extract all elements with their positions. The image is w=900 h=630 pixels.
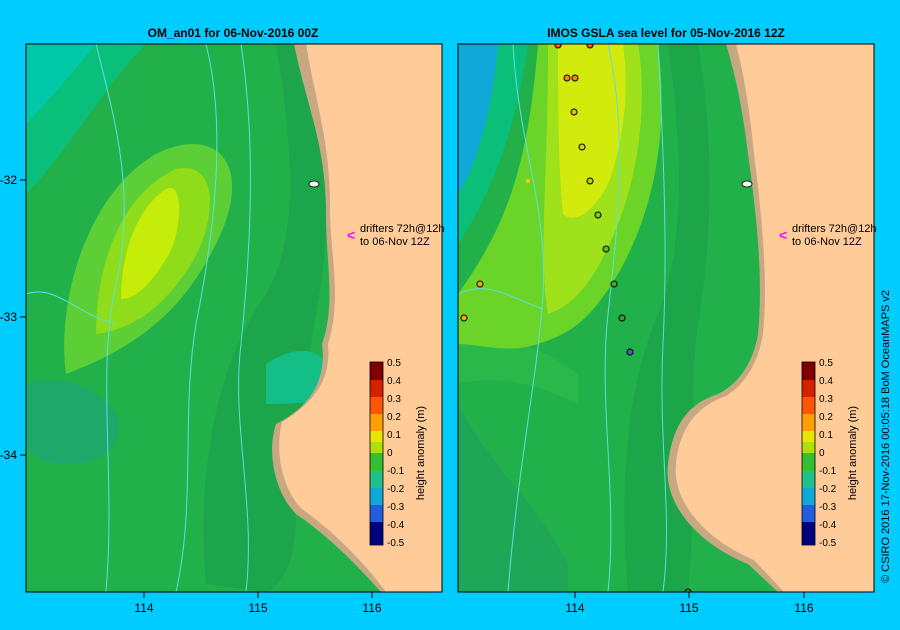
- colorbar-tick: 0.3: [819, 394, 833, 405]
- drifter-note-line1: drifters 72h@12h: [360, 223, 445, 235]
- colorbar-tick: 0: [819, 448, 825, 459]
- left-panel-title: OM_an01 for 06-Nov-2016 00Z: [148, 26, 319, 40]
- drifter-note-line1-right: drifters 72h@12h: [792, 223, 877, 235]
- colorbar-tick: -0.5: [819, 538, 837, 549]
- colorbar-tick: 0.1: [819, 430, 833, 441]
- left-colorbar: 0.5 0.4 0.3 0.2 0.1 0 -0.1 -0.2 -0.3 -0.…: [369, 358, 427, 549]
- right-map-panel: IMOS GSLA sea level for 05-Nov-2016 12Z: [457, 26, 877, 615]
- lon-tick-116: 116: [362, 601, 381, 615]
- colorbar-tick: 0.4: [387, 376, 401, 387]
- colorbar-tick: -0.3: [387, 502, 405, 513]
- lon-tick-114-right: 114: [565, 601, 584, 615]
- lon-tick-114: 114: [134, 601, 153, 615]
- lon-tick-116-right: 116: [794, 601, 813, 615]
- colorbar-tick: 0.5: [387, 358, 401, 369]
- colorbar-tick: 0: [387, 448, 393, 459]
- colorbar-tick: 0.3: [387, 394, 401, 405]
- credit-text: © CSIRO 2016 17-Nov-2016 00:05:18 BoM Oc…: [880, 290, 892, 583]
- colorbar-tick: 0.2: [387, 412, 401, 423]
- colorbar-tick: -0.5: [387, 538, 405, 549]
- lat-tick-32: -32: [0, 173, 17, 187]
- colorbar-tick: -0.4: [819, 520, 837, 531]
- colorbar-tick: 0.2: [819, 412, 833, 423]
- colorbar-label: height anomaly (m): [415, 406, 427, 500]
- drifter-note-line2: to 06-Nov 12Z: [360, 236, 430, 248]
- drifter-arrow-icon: <: [347, 227, 355, 243]
- drifter-markers: [460, 44, 692, 592]
- colorbar-tick: 0.1: [387, 430, 401, 441]
- colorbar-tick: -0.2: [387, 484, 405, 495]
- colorbar-tick: 0.4: [819, 376, 833, 387]
- colorbar-tick: -0.4: [387, 520, 405, 531]
- lat-tick-33: -33: [0, 310, 17, 324]
- colorbar-label-right: height anomaly (m): [847, 406, 859, 500]
- colorbar-tick: -0.1: [819, 466, 837, 477]
- right-colorbar: 0.5 0.4 0.3 0.2 0.1 0 -0.1 -0.2 -0.3 -0.…: [801, 358, 859, 549]
- lon-tick-115: 115: [248, 601, 267, 615]
- drifter-arrow-icon-right: <: [779, 227, 787, 243]
- right-panel-title: IMOS GSLA sea level for 05-Nov-2016 12Z: [547, 26, 785, 40]
- colorbar-tick: -0.1: [387, 466, 405, 477]
- left-map-panel: OM_an01 for 06-Nov-2016 00Z: [0, 26, 445, 615]
- colorbar-tick: -0.3: [819, 502, 837, 513]
- lon-tick-115-right: 115: [679, 601, 698, 615]
- left-map-plot: [26, 44, 442, 592]
- colorbar-tick: 0.5: [819, 358, 833, 369]
- drifter-note-line2-right: to 06-Nov 12Z: [792, 236, 862, 248]
- lat-tick-34: -34: [0, 448, 17, 462]
- colorbar-tick: -0.2: [819, 484, 837, 495]
